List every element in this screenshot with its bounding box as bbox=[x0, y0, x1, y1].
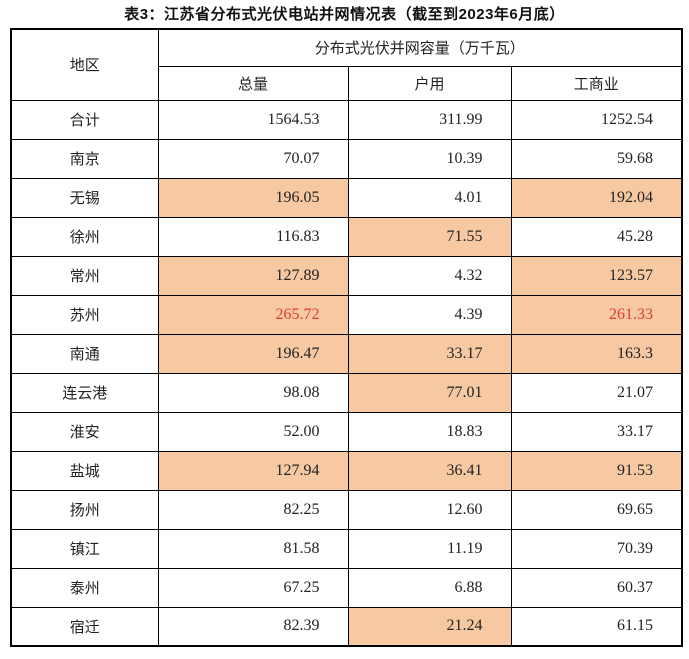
value-cell: 116.83 bbox=[157, 216, 349, 257]
table-row: 盐城 127.94 36.41 91.53 bbox=[10, 450, 683, 491]
table-title: 表3：江苏省分布式光伏电站并网情况表（截至到2023年6月底） bbox=[124, 6, 565, 23]
region-cell: 合计 bbox=[10, 99, 159, 140]
capacity-group-header: 分布式光伏并网容量（万千瓦） bbox=[157, 28, 683, 67]
table-row: 常州 127.89 4.32 123.57 bbox=[10, 255, 683, 296]
region-cell: 徐州 bbox=[10, 216, 159, 257]
value-cell: 36.41 bbox=[347, 450, 512, 491]
value-cell: 1564.53 bbox=[157, 99, 349, 140]
value-cell: 77.01 bbox=[347, 372, 512, 413]
value-cell: 261.33 bbox=[510, 294, 683, 335]
column-header-industrial: 工商业 bbox=[510, 65, 683, 101]
value-cell: 98.08 bbox=[157, 372, 349, 413]
value-cell: 52.00 bbox=[157, 411, 349, 452]
value-cell: 1252.54 bbox=[510, 99, 683, 140]
region-cell: 扬州 bbox=[10, 489, 159, 530]
value-cell: 196.47 bbox=[157, 333, 349, 374]
table-row: 苏州 265.72 4.39 261.33 bbox=[10, 294, 683, 335]
value-cell: 70.07 bbox=[157, 138, 349, 179]
table-row: 淮安 52.00 18.83 33.17 bbox=[10, 411, 683, 452]
value-cell: 4.39 bbox=[347, 294, 512, 335]
value-cell: 6.88 bbox=[347, 567, 512, 608]
value-cell: 60.37 bbox=[510, 567, 683, 608]
value-cell: 11.19 bbox=[347, 528, 512, 569]
table-row: 南通 196.47 33.17 163.3 bbox=[10, 333, 683, 374]
table-row: 合计 1564.53 311.99 1252.54 bbox=[10, 99, 683, 140]
value-cell: 123.57 bbox=[510, 255, 683, 296]
value-cell: 67.25 bbox=[157, 567, 349, 608]
value-cell: 127.94 bbox=[157, 450, 349, 491]
table-row: 南京 70.07 10.39 59.68 bbox=[10, 138, 683, 179]
column-header-total: 总量 bbox=[157, 65, 349, 101]
pv-capacity-table: 地区 分布式光伏并网容量（万千瓦） 总量 户用 工商业 合计 1564.53 311… bbox=[10, 28, 683, 647]
region-cell: 宿迁 bbox=[10, 606, 159, 647]
value-cell: 33.17 bbox=[347, 333, 512, 374]
table-row: 无锡 196.05 4.01 192.04 bbox=[10, 177, 683, 218]
value-cell: 192.04 bbox=[510, 177, 683, 218]
value-cell: 61.15 bbox=[510, 606, 683, 647]
region-cell: 盐城 bbox=[10, 450, 159, 491]
value-cell: 45.28 bbox=[510, 216, 683, 257]
region-column-header: 地区 bbox=[10, 28, 159, 101]
value-cell: 69.65 bbox=[510, 489, 683, 530]
region-cell: 泰州 bbox=[10, 567, 159, 608]
value-cell: 4.01 bbox=[347, 177, 512, 218]
table-row: 连云港 98.08 77.01 21.07 bbox=[10, 372, 683, 413]
value-cell: 82.25 bbox=[157, 489, 349, 530]
region-cell: 常州 bbox=[10, 255, 159, 296]
value-cell: 163.3 bbox=[510, 333, 683, 374]
value-cell: 21.24 bbox=[347, 606, 512, 647]
region-cell: 淮安 bbox=[10, 411, 159, 452]
table-header: 地区 分布式光伏并网容量（万千瓦） 总量 户用 工商业 bbox=[10, 28, 683, 101]
region-cell: 镇江 bbox=[10, 528, 159, 569]
table-row: 镇江 81.58 11.19 70.39 bbox=[10, 528, 683, 569]
table-row: 徐州 116.83 71.55 45.28 bbox=[10, 216, 683, 257]
value-cell: 82.39 bbox=[157, 606, 349, 647]
region-cell: 南通 bbox=[10, 333, 159, 374]
region-cell: 无锡 bbox=[10, 177, 159, 218]
region-cell: 南京 bbox=[10, 138, 159, 179]
value-cell: 196.05 bbox=[157, 177, 349, 218]
value-cell: 81.58 bbox=[157, 528, 349, 569]
table-body: 合计 1564.53 311.99 1252.54 南京 70.07 10.39 59.68 无… bbox=[10, 99, 683, 647]
value-cell: 12.60 bbox=[347, 489, 512, 530]
value-cell: 127.89 bbox=[157, 255, 349, 296]
value-cell: 265.72 bbox=[157, 294, 349, 335]
region-cell: 连云港 bbox=[10, 372, 159, 413]
column-header-household: 户用 bbox=[347, 65, 512, 101]
value-cell: 33.17 bbox=[510, 411, 683, 452]
value-cell: 21.07 bbox=[510, 372, 683, 413]
header-row-capacity: 地区 分布式光伏并网容量（万千瓦） bbox=[10, 28, 683, 101]
value-cell: 10.39 bbox=[347, 138, 512, 179]
header-row-subcolumns: 总量 户用 工商业 bbox=[11, 65, 683, 101]
value-cell: 91.53 bbox=[510, 450, 683, 491]
table-row: 泰州 67.25 6.88 60.37 bbox=[10, 567, 683, 608]
value-cell: 4.32 bbox=[347, 255, 512, 296]
region-cell: 苏州 bbox=[10, 294, 159, 335]
value-cell: 71.55 bbox=[347, 216, 512, 257]
table-row: 宿迁 82.39 21.24 61.15 bbox=[10, 606, 683, 647]
value-cell: 311.99 bbox=[347, 99, 512, 140]
value-cell: 70.39 bbox=[510, 528, 683, 569]
value-cell: 18.83 bbox=[347, 411, 512, 452]
value-cell: 59.68 bbox=[510, 138, 683, 179]
table-row: 扬州 82.25 12.60 69.65 bbox=[10, 489, 683, 530]
